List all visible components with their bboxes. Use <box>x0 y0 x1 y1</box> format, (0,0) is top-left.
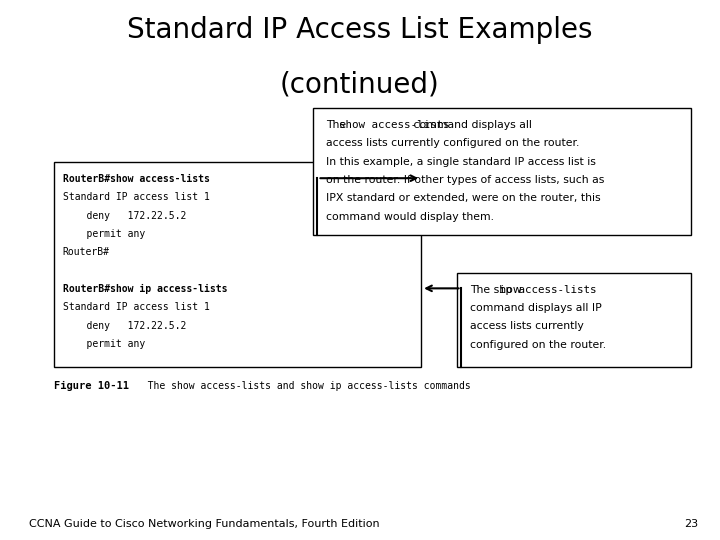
Text: The: The <box>326 120 350 130</box>
Bar <box>313 108 691 235</box>
Text: Figure 10-11: Figure 10-11 <box>54 381 129 391</box>
Bar <box>457 273 691 367</box>
Text: on the router. If other types of access lists, such as: on the router. If other types of access … <box>326 175 605 185</box>
Text: access lists currently: access lists currently <box>470 321 584 332</box>
Text: command would display them.: command would display them. <box>326 212 494 222</box>
Text: command displays all IP: command displays all IP <box>470 303 602 313</box>
Text: IPX standard or extended, were on the router, this: IPX standard or extended, were on the ro… <box>326 193 600 204</box>
Text: Standard IP access list 1: Standard IP access list 1 <box>63 192 210 202</box>
Text: configured on the router.: configured on the router. <box>470 340 606 350</box>
Bar <box>54 162 421 367</box>
Text: The show: The show <box>470 285 526 295</box>
Text: RouterB#: RouterB# <box>63 247 109 258</box>
Text: CCNA Guide to Cisco Networking Fundamentals, Fourth Edition: CCNA Guide to Cisco Networking Fundament… <box>29 519 379 529</box>
Text: permit any: permit any <box>63 229 145 239</box>
Text: Standard IP access list 1: Standard IP access list 1 <box>63 302 210 313</box>
Text: access lists currently configured on the router.: access lists currently configured on the… <box>326 138 580 149</box>
Text: RouterB#show access-lists: RouterB#show access-lists <box>63 174 210 184</box>
Text: permit any: permit any <box>63 339 145 349</box>
Text: ip access-lists: ip access-lists <box>499 285 596 295</box>
Text: 23: 23 <box>684 519 698 529</box>
Text: (continued): (continued) <box>280 70 440 98</box>
Text: The show access-lists and show ip access-lists commands: The show access-lists and show ip access… <box>130 381 470 391</box>
Text: command displays all: command displays all <box>410 120 531 130</box>
Text: RouterB#show ip access-lists: RouterB#show ip access-lists <box>63 284 227 294</box>
Text: show access-lists: show access-lists <box>339 120 449 130</box>
Text: In this example, a single standard IP access list is: In this example, a single standard IP ac… <box>326 157 596 167</box>
Text: Standard IP Access List Examples: Standard IP Access List Examples <box>127 16 593 44</box>
Text: deny   172.22.5.2: deny 172.22.5.2 <box>63 321 186 331</box>
Text: deny   172.22.5.2: deny 172.22.5.2 <box>63 211 186 221</box>
